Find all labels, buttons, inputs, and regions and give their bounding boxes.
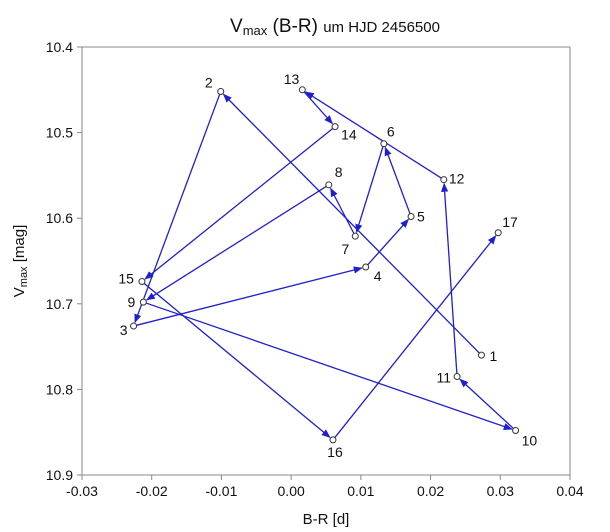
data-point-10 (512, 426, 520, 434)
point-label-11: 11 (437, 370, 452, 386)
y-axis-label-sub: max (18, 266, 30, 287)
x-tick-label: 0.03 (487, 483, 514, 499)
data-point-2 (217, 88, 225, 96)
series-arrow-4-to-5 (367, 218, 409, 266)
series-arrow-11-to-12 (441, 182, 458, 374)
y-axis-label-main: V (11, 287, 28, 297)
y-tick-label: 10.6 (46, 210, 73, 226)
series-arrow-14-to-15 (144, 127, 334, 280)
series-arrow-15-to-16 (143, 282, 331, 438)
x-tick-label: 0.01 (347, 483, 374, 499)
x-axis-ticks: -0.03 -0.02 -0.01 0.00 0.01 0.02 0.03 0.04 (66, 475, 584, 499)
y-tick-label: 10.4 (46, 39, 73, 55)
point-label-9: 9 (128, 294, 136, 310)
y-axis-label: Vmax [mag] (11, 225, 30, 297)
data-point-16 (329, 436, 337, 444)
point-label-12: 12 (449, 171, 465, 187)
chart-title: Vmax (B-R) um HJD 2456500 (230, 16, 440, 38)
point-label-3: 3 (120, 322, 128, 338)
chart-title-small: um HJD 2456500 (323, 19, 440, 36)
series-arrow-6-to-7 (355, 146, 384, 234)
plot-area (81, 46, 571, 476)
y-tick-label: 10.5 (46, 125, 73, 141)
point-label-15: 15 (118, 271, 134, 287)
point-label-2: 2 (205, 75, 213, 91)
point-label-17: 17 (502, 214, 518, 230)
x-tick-label: 0.04 (556, 483, 583, 499)
point-label-13: 13 (284, 71, 300, 87)
y-tick-label: 10.9 (46, 467, 73, 483)
series-arrow-8-to-9 (145, 185, 327, 301)
series-arrow-16-to-17 (334, 235, 497, 438)
data-point-17 (494, 229, 502, 237)
x-axis-label: B-R [d] (303, 511, 350, 528)
y-axis-ticks: 10.4 10.5 10.6 10.7 10.8 10.9 (46, 39, 82, 483)
x-tick-label: 0.02 (417, 483, 444, 499)
series-arrow-7-to-8 (330, 187, 355, 234)
data-point-5 (407, 212, 415, 220)
chart-title-rest: (B-R) (267, 16, 323, 37)
point-label-7: 7 (341, 241, 349, 257)
x-tick-label: -0.01 (205, 483, 237, 499)
data-point-6 (380, 140, 388, 148)
data-point-1 (477, 351, 485, 359)
y-tick-label: 10.8 (46, 381, 73, 397)
series-arrow-2-to-3 (134, 94, 221, 324)
data-point-9 (139, 298, 147, 306)
x-tick-label: -0.03 (66, 483, 98, 499)
point-label-4: 4 (374, 268, 382, 284)
data-point-15 (138, 278, 146, 286)
point-label-6: 6 (387, 124, 395, 140)
series-arrow-10-to-11 (459, 378, 514, 429)
chart-title-main: V (230, 16, 243, 37)
data-point-7 (351, 232, 359, 240)
series-arrow-3-to-4 (136, 266, 363, 326)
data-point-8 (325, 181, 333, 189)
data-point-12 (440, 176, 448, 184)
data-point-3 (130, 322, 138, 330)
series-arrow-5-to-6 (384, 146, 411, 214)
point-label-5: 5 (417, 208, 425, 224)
x-tick-label: -0.02 (136, 483, 168, 499)
data-point-11 (453, 373, 461, 381)
series-arrows (134, 91, 514, 438)
point-label-16: 16 (327, 444, 343, 460)
series-points (130, 86, 520, 444)
data-point-4 (362, 263, 370, 271)
point-label-10: 10 (522, 432, 538, 448)
series-arrow-9-to-10 (145, 302, 513, 430)
point-label-1: 1 (489, 348, 497, 364)
x-tick-label: 0.00 (278, 483, 305, 499)
data-point-13 (298, 86, 306, 94)
chart-title-sub: max (243, 23, 268, 38)
y-tick-label: 10.7 (46, 296, 73, 312)
data-point-14 (331, 123, 339, 131)
series-arrow-12-to-13 (304, 91, 442, 179)
point-label-14: 14 (341, 127, 357, 143)
point-label-8: 8 (335, 164, 343, 180)
y-axis-label-rest: [mag] (11, 225, 28, 267)
series-arrow-13-to-14 (303, 91, 334, 125)
